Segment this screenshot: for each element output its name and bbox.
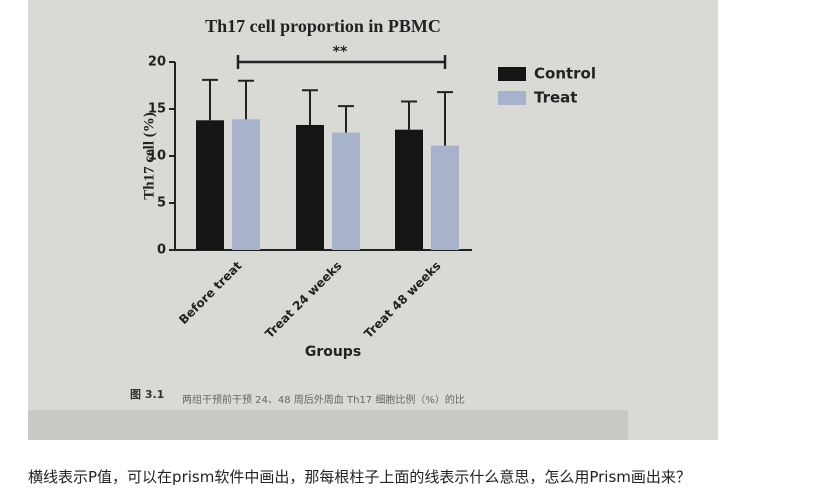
legend-label: Control [534,65,596,83]
bar [332,132,360,250]
photo-background [28,0,718,440]
error-bar [338,105,354,133]
chart-title: Th17 cell proportion in PBMC [205,16,441,36]
bar [196,120,224,250]
y-tick-label: 20 [148,55,166,70]
y-tick-label: 5 [157,196,166,211]
legend-swatch [498,91,526,105]
chart: Th17 cell proportion in PBMC Th17 cell (… [28,0,718,440]
legend-swatch [498,67,526,81]
photo-bottom [28,410,628,440]
error-bar [202,78,218,121]
x-axis-label: Groups [305,344,361,360]
bar [232,119,260,250]
error-bar [238,79,254,120]
error-bar [437,91,453,146]
y-tick-label: 10 [148,149,166,164]
significance-label: ** [333,44,348,60]
caption-text: 两组干预前干预 24、48 周后外周血 Th17 细胞比例（%）的比 [182,393,465,406]
bar [296,124,324,250]
question: 横线表示P值，可以在prism软件中画出，那每根柱子上面的线表示什么意思，怎么用… [28,468,691,486]
bar [431,145,459,250]
y-tick-label: 15 [148,102,166,117]
y-tick-label: 0 [157,243,166,258]
bar [395,129,423,250]
error-bar [302,89,318,125]
error-bar [401,100,417,130]
caption-number: 图 3.1 [130,388,164,401]
y-axis-label: Th17 cell (%) [141,112,157,200]
significance-bracket [236,55,447,69]
legend-label: Treat [534,89,577,107]
